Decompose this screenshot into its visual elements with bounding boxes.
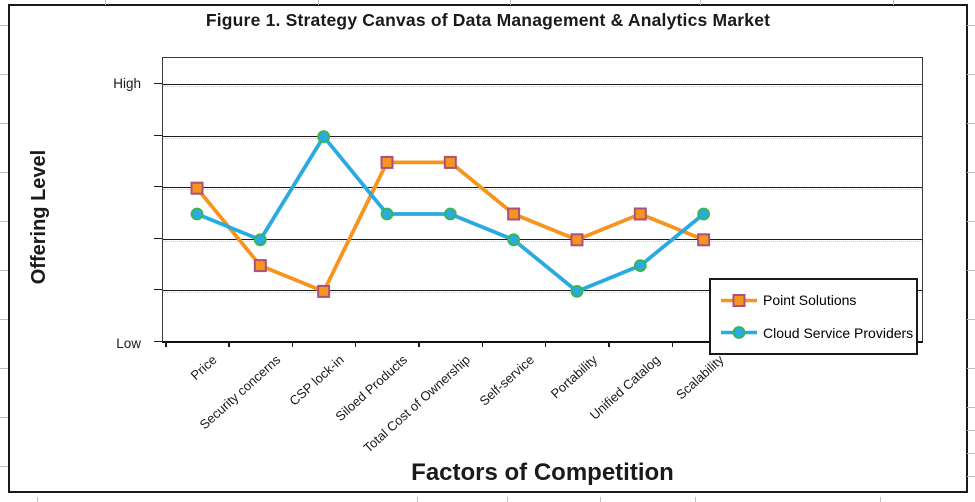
y-axis-tick xyxy=(154,237,162,239)
y-axis-low-label: Low xyxy=(116,336,141,351)
y-axis-tick xyxy=(154,186,162,188)
spreadsheet-gridline-stub xyxy=(967,123,975,124)
x-axis-tick xyxy=(671,342,674,347)
x-axis-tick xyxy=(291,342,294,347)
x-axis-tick xyxy=(354,342,357,347)
data-point-marker xyxy=(380,207,394,221)
spreadsheet-gridline-stub xyxy=(0,123,8,124)
data-point-marker xyxy=(633,259,647,273)
x-axis-tick xyxy=(608,342,610,347)
data-point-marker xyxy=(380,155,394,169)
legend: Point Solutions Cloud Service Providers xyxy=(709,278,918,355)
spreadsheet-gridline-stub xyxy=(0,368,8,369)
x-axis-tick xyxy=(165,342,167,347)
y-axis-tick xyxy=(154,341,162,342)
gridline-minor-dotted xyxy=(163,86,922,87)
spreadsheet-gridline-stub xyxy=(510,0,511,5)
spreadsheet-gridline-stub xyxy=(105,0,106,5)
gridline-minor-dotted xyxy=(163,292,922,294)
spreadsheet-gridline-stub xyxy=(37,497,38,502)
spreadsheet-gridline-stub xyxy=(967,74,975,75)
x-axis-tick xyxy=(228,342,230,347)
spreadsheet-gridline-stub xyxy=(967,430,975,431)
spreadsheet-gridline-stub xyxy=(880,497,881,502)
spreadsheet-gridline-stub xyxy=(967,476,975,477)
x-axis-tick xyxy=(544,342,547,347)
gridline xyxy=(163,238,922,240)
data-point-marker xyxy=(507,233,521,247)
spreadsheet-gridline-stub xyxy=(0,172,8,173)
data-point-marker xyxy=(443,155,457,169)
chart-title: Figure 1. Strategy Canvas of Data Manage… xyxy=(205,10,771,30)
gridline xyxy=(163,135,922,137)
spreadsheet-gridline-stub xyxy=(0,221,8,222)
gridline-minor-dotted xyxy=(163,240,922,242)
data-point-marker xyxy=(443,207,457,221)
data-point-marker xyxy=(317,284,331,298)
spreadsheet-gridline-stub xyxy=(967,25,975,26)
legend-label-point-solutions: Point Solutions xyxy=(763,292,857,309)
series-plot xyxy=(190,130,711,298)
y-axis-tick xyxy=(154,134,162,136)
data-point-marker xyxy=(253,233,267,247)
gridline xyxy=(163,290,922,292)
spreadsheet-gridline-stub xyxy=(967,221,975,222)
x-axis-tick xyxy=(418,342,420,347)
data-point-marker xyxy=(633,207,647,221)
spreadsheet-gridline-stub xyxy=(967,407,975,408)
y-axis-high-label: High xyxy=(113,76,141,91)
x-axis-tick xyxy=(481,342,484,347)
legend-label-cloud-service-providers: Cloud Service Providers xyxy=(763,324,914,341)
gridline xyxy=(163,84,922,85)
spreadsheet-gridline-stub xyxy=(967,368,975,369)
legend-swatch-square-marker-icon xyxy=(721,293,757,307)
spreadsheet-gridline-stub xyxy=(0,25,8,26)
data-point-marker xyxy=(190,181,204,195)
series-cloud-service-providers xyxy=(190,130,711,298)
gridline xyxy=(163,187,922,189)
spreadsheet-gridline-stub xyxy=(967,270,975,271)
y-axis-title: Offering Level xyxy=(28,149,50,285)
data-point-marker xyxy=(697,233,711,247)
data-point-marker xyxy=(507,207,521,221)
legend-entry-point-solutions: Point Solutions xyxy=(719,290,916,310)
legend-swatch-circle-marker-icon xyxy=(721,326,757,340)
data-point-marker xyxy=(190,207,204,221)
spreadsheet-gridline-stub xyxy=(507,497,508,502)
data-point-marker xyxy=(570,233,584,247)
spreadsheet-gridline-stub xyxy=(893,0,894,5)
spreadsheet-gridline-stub xyxy=(0,417,8,418)
spreadsheet-gridline-stub xyxy=(318,0,319,5)
series-point-solutions xyxy=(190,155,711,298)
spreadsheet-gridline-stub xyxy=(967,319,975,320)
x-axis-title: Factors of Competition xyxy=(411,459,674,486)
spreadsheet-gridline-stub xyxy=(600,497,601,502)
legend-entry-cloud-service-providers: Cloud Service Providers xyxy=(719,323,916,343)
spreadsheet-gridline-stub xyxy=(695,497,696,502)
y-axis-tick xyxy=(154,83,162,84)
gridline-minor-dotted xyxy=(163,137,922,139)
spreadsheet-gridline-stub xyxy=(0,319,8,320)
spreadsheet-gridline-stub xyxy=(700,0,701,5)
spreadsheet-gridline-stub xyxy=(967,172,975,173)
spreadsheet-gridline-stub xyxy=(0,270,8,271)
y-axis-tick xyxy=(154,289,162,291)
gridline-minor-dotted xyxy=(163,189,922,191)
data-point-marker xyxy=(570,284,584,298)
data-point-marker xyxy=(317,130,331,143)
spreadsheet-gridline-stub xyxy=(417,497,418,502)
spreadsheet-gridline-stub xyxy=(967,453,975,454)
data-point-marker xyxy=(697,207,711,221)
data-point-marker xyxy=(253,259,267,273)
plot-area xyxy=(162,57,923,343)
spreadsheet-gridline-stub xyxy=(0,74,8,75)
spreadsheet-gridline-stub xyxy=(0,466,8,467)
